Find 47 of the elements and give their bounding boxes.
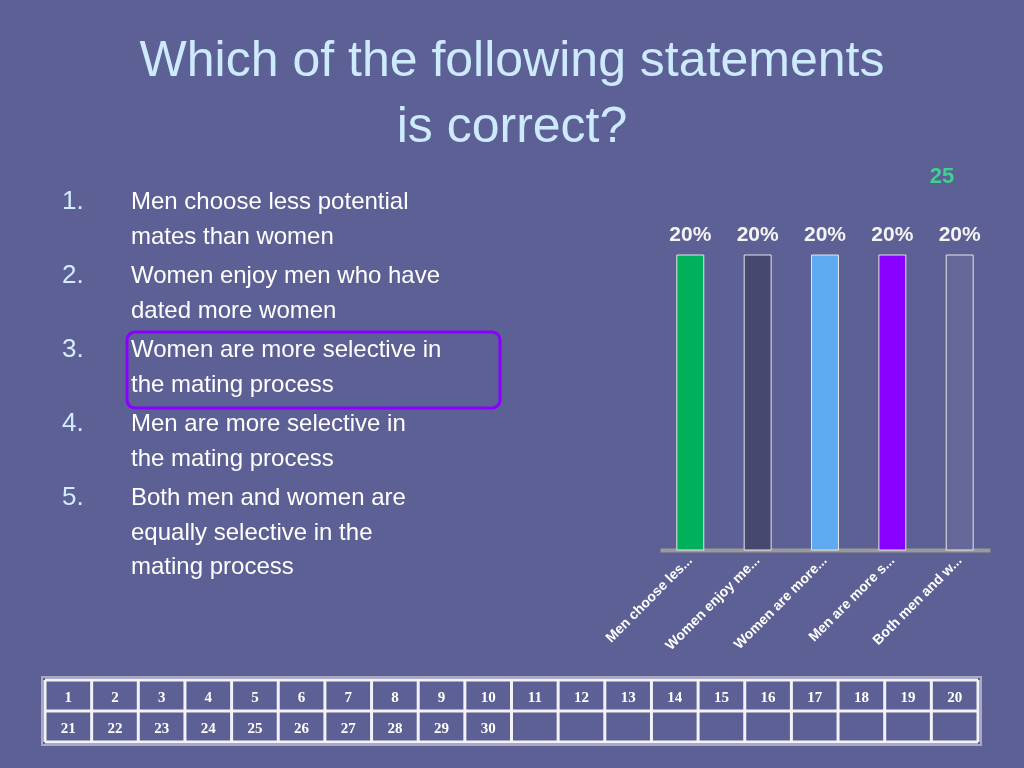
text: 18 (853, 688, 869, 705)
text: 6 (297, 688, 306, 705)
text: 25 (929, 163, 955, 188)
data-label: 20% (871, 222, 914, 245)
text: 19 (900, 688, 916, 705)
data-label: 20% (938, 222, 982, 245)
text: 9 (437, 688, 446, 705)
text: 5 (251, 688, 259, 705)
text: 10 (480, 688, 496, 705)
text: 23 (154, 719, 170, 736)
text: 1. (62, 185, 84, 215)
text: 26 (294, 719, 310, 736)
text: 20 (947, 688, 963, 705)
text: 28 (387, 719, 403, 736)
data-label: 20% (803, 222, 847, 245)
text: 4 (204, 688, 213, 705)
text: Both men and women are equally selective in the mating process (131, 483, 406, 579)
text: 29 (434, 719, 450, 736)
text: 15 (713, 688, 729, 705)
text: 17 (807, 688, 823, 705)
data-label: 20% (736, 222, 779, 245)
text: 11 (527, 688, 542, 705)
text: 16 (760, 688, 777, 705)
chart-title: Which of the following statements is correct? (139, 31, 885, 153)
text: 27 (340, 719, 357, 736)
text: 8 (391, 688, 399, 705)
text: 7 (344, 688, 353, 705)
text: Men are more selective in the mating process (131, 409, 406, 471)
text: 3. (62, 333, 84, 363)
text: 2. (62, 259, 84, 289)
text: Women enjoy men who have dated more women (131, 261, 441, 323)
text: 3 (157, 688, 166, 705)
text: 5. (62, 481, 84, 511)
text: 12 (573, 688, 589, 705)
text: Women are more selective in the mating process (131, 335, 442, 397)
text: 30 (480, 719, 496, 736)
data-label: 20% (669, 222, 712, 245)
text: 21 (60, 719, 76, 736)
text: 22 (107, 719, 123, 736)
text: 1 (64, 688, 73, 705)
text: 24 (200, 719, 217, 736)
text: 13 (620, 688, 636, 705)
text: 25 (247, 719, 263, 736)
text: 2 (111, 688, 119, 705)
text: Men choose less potential mates than women (131, 187, 409, 249)
text: 14 (667, 688, 683, 705)
text: 4. (62, 407, 84, 437)
